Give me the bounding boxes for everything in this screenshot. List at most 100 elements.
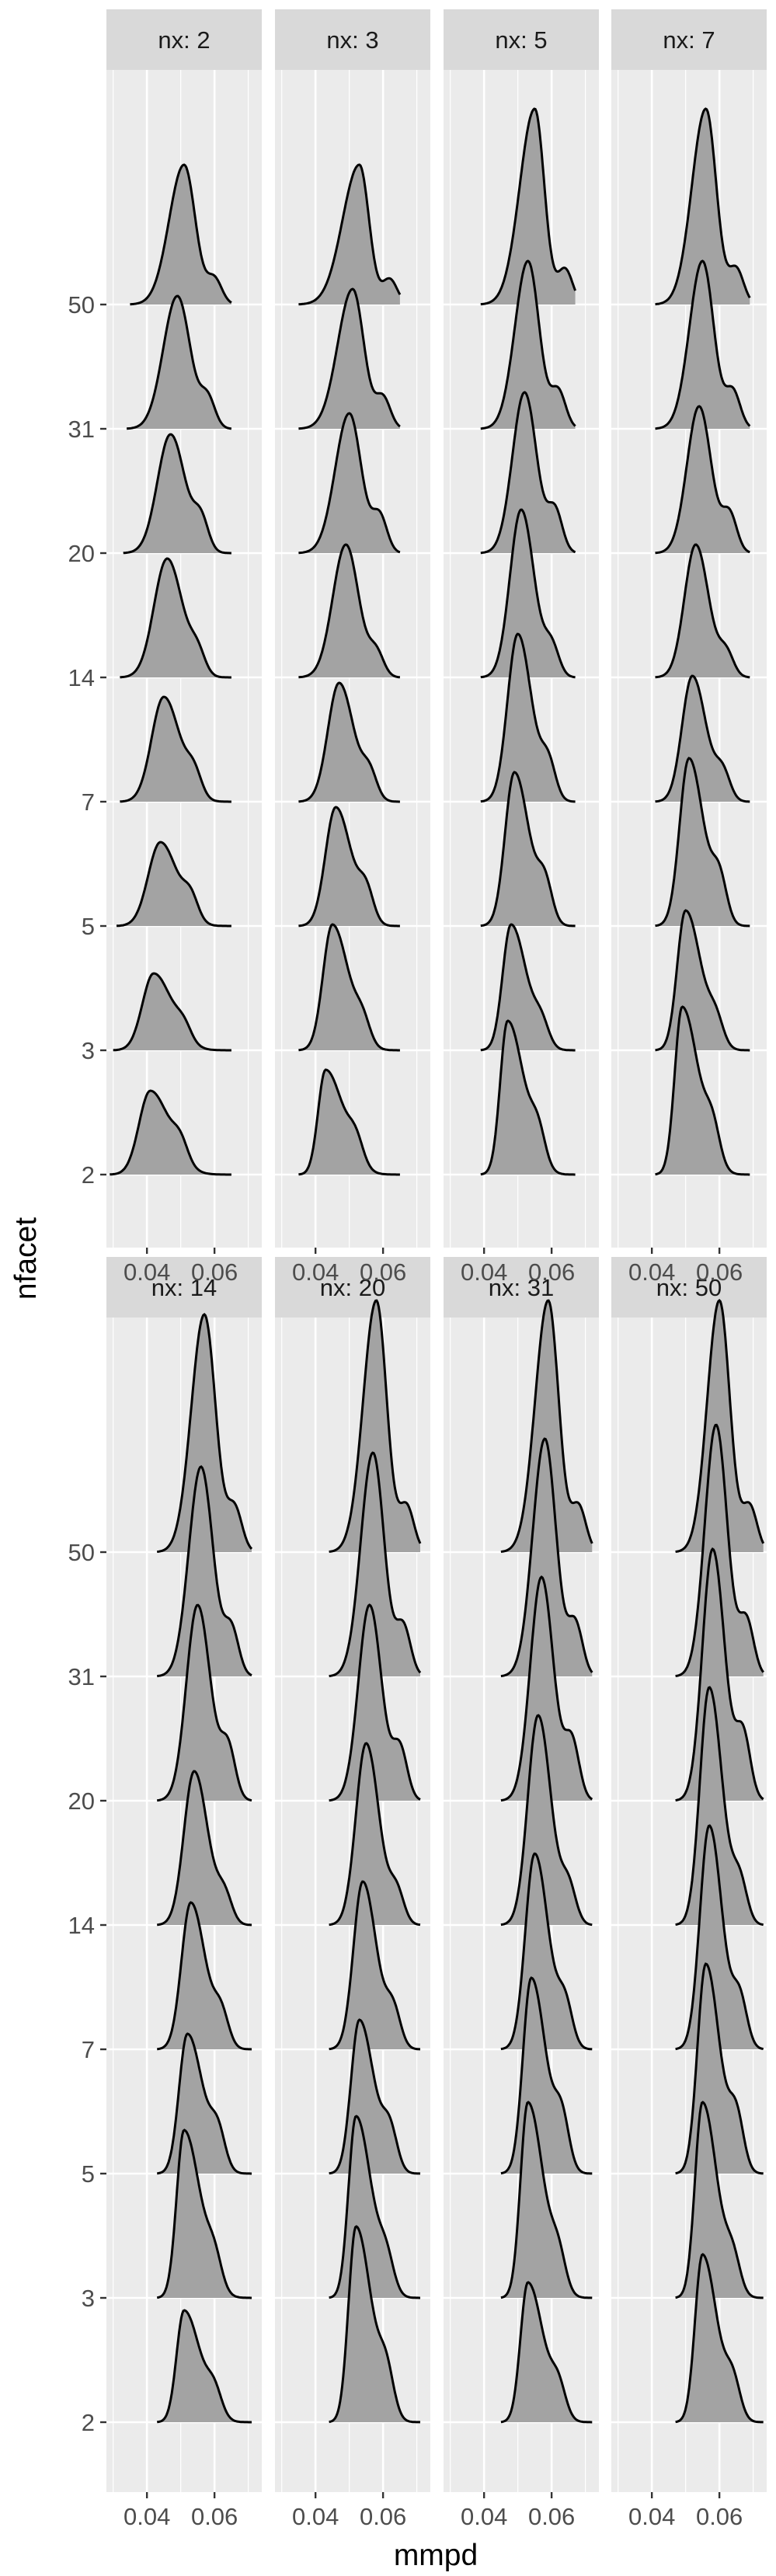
ridge — [500, 1714, 593, 1927]
ridge-area — [480, 772, 576, 926]
ridge-line — [127, 294, 231, 430]
x-axis-title: mmpd — [394, 2539, 478, 2572]
facet-strip-label: nx: 2 — [158, 26, 210, 54]
ridge — [110, 1089, 231, 1176]
ridge-line — [157, 1603, 252, 1802]
ridge-line — [329, 1880, 420, 2051]
ridge-line — [675, 1824, 764, 2051]
ridge-area — [298, 1070, 400, 1175]
facet-strip-label: nx: 5 — [495, 26, 547, 54]
ridge-area — [298, 289, 400, 429]
ridge-line — [480, 107, 577, 306]
ridge — [329, 1880, 420, 2051]
ridge-area — [113, 973, 231, 1050]
ridge — [480, 391, 576, 555]
x-tick-label: 0.04 — [292, 2503, 339, 2530]
ridge — [480, 107, 577, 306]
ridge — [675, 2253, 764, 2424]
facet-panel: nx: 14 — [106, 1257, 262, 2492]
ridge-line — [329, 1603, 421, 1802]
ridge — [655, 674, 750, 803]
ridge — [655, 259, 751, 430]
ridge — [298, 681, 400, 803]
facet-strip-label: nx: 3 — [326, 26, 378, 54]
ridge-line — [120, 557, 231, 679]
x-tick-label: 0.06 — [528, 2503, 575, 2530]
ridge-area — [480, 1021, 576, 1175]
y-tick-label: 5 — [82, 913, 95, 940]
ridge-line — [500, 1714, 593, 1927]
ridge — [298, 287, 401, 430]
ridge — [157, 1313, 253, 1553]
ridge-area — [157, 1902, 252, 2049]
ridge-line — [655, 1005, 750, 1176]
y-tick-label: 3 — [82, 2285, 95, 2312]
x-tick-label: 0.04 — [628, 2503, 675, 2530]
ridge — [675, 1686, 764, 1927]
ridge — [480, 923, 576, 1052]
facet-panel: nx: 3 — [275, 9, 430, 1248]
facet-panel: nx: 2 — [106, 9, 262, 1248]
ridge — [120, 695, 231, 803]
ridge-line — [480, 508, 576, 679]
ridge-line — [675, 2253, 764, 2424]
facet-panel: nx: 7 — [611, 9, 767, 1248]
facet-grid: nx: 2 nx: 3 nx: 5 nx: 7 nx: 14 nx: 20 nx: 31 nx… — [106, 9, 767, 2492]
x-tick-label: 0.06 — [696, 1258, 743, 1286]
ridge — [500, 2281, 593, 2424]
ridge-line — [480, 259, 576, 430]
facet-strip — [611, 1257, 767, 1318]
facet-panel: nx: 31 — [444, 1257, 599, 2492]
ridge-line — [298, 1068, 400, 1176]
ridge — [329, 1603, 421, 1802]
y-tick-label: 7 — [82, 788, 95, 816]
facet-strip-label: nx: 31 — [489, 1274, 554, 1301]
ridge-area — [655, 676, 750, 802]
ridge-line — [655, 405, 750, 555]
ridge-line — [480, 1019, 576, 1176]
ridge — [500, 1299, 593, 1553]
ridge-area — [480, 634, 576, 802]
ridge-area — [298, 165, 400, 305]
facet-panel: nx: 5 — [444, 9, 599, 1248]
y-tick-label: 2 — [82, 1161, 95, 1189]
ridge — [500, 1437, 593, 1677]
x-axes: 0.04 0.06 0.04 0.06 0.04 0.06 0.04 0.06 0.04 0.06… — [124, 1248, 743, 2530]
ridge-line — [480, 632, 576, 803]
ridge — [675, 1824, 764, 2051]
ridge — [157, 1603, 252, 1802]
ridge-line — [675, 1962, 764, 2175]
ridge — [675, 1423, 764, 1677]
ridge-line — [329, 2115, 420, 2299]
ridge — [500, 2101, 593, 2299]
ridge — [329, 1299, 422, 1553]
ridge-area — [500, 1300, 593, 1552]
ridge — [329, 1742, 421, 1927]
ridge — [329, 1451, 422, 1678]
y-tick-label: 50 — [68, 1539, 95, 1566]
ridge-area — [298, 413, 400, 553]
facet-strip-label: nx: 7 — [663, 26, 715, 54]
ridge — [298, 1068, 400, 1176]
ridge — [117, 841, 231, 928]
ridge — [675, 1298, 765, 1553]
ridge-line — [675, 1686, 764, 1927]
facet-strip-label: nx: 20 — [320, 1274, 385, 1301]
y-tick-label: 14 — [68, 664, 95, 691]
ridge-line — [298, 681, 400, 803]
ridge-line — [298, 287, 401, 430]
ridge — [298, 923, 400, 1052]
ridge-line — [157, 1313, 253, 1553]
ridge-line — [157, 1901, 252, 2051]
ridge-area — [157, 1771, 252, 1925]
ridge-area — [675, 1549, 764, 1801]
ridge-area — [127, 296, 231, 429]
ridge-area — [298, 683, 400, 802]
facet-strip — [275, 9, 430, 70]
ridge — [675, 1547, 764, 1801]
ridge-line — [500, 2281, 593, 2424]
ridge-line — [500, 1575, 593, 1802]
ridge — [480, 508, 576, 679]
ridge — [655, 405, 750, 555]
